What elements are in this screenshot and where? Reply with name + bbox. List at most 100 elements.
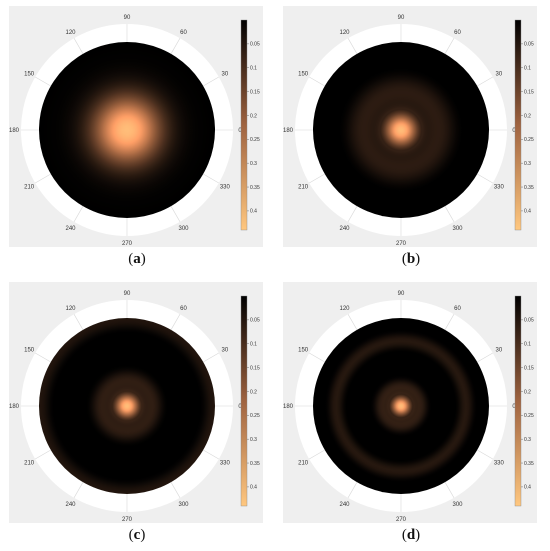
angle-gridline bbox=[73, 482, 84, 498]
angle-gridline bbox=[444, 38, 455, 54]
colorbar bbox=[514, 295, 522, 507]
caption-close-paren: ) bbox=[140, 527, 146, 543]
panel-a: 0 30 60 90 120 150 180 210 240 270 300 330 0.05 0.1 0.… bbox=[0, 0, 274, 275]
angle-label: 60 bbox=[180, 30, 187, 36]
angle-label: 60 bbox=[454, 306, 461, 312]
colorbar-tick-label: 0.05 bbox=[250, 318, 260, 324]
caption-letter: d bbox=[406, 527, 416, 543]
colorbar-tick-label: 0.15 bbox=[250, 89, 260, 95]
colorbar-tick-label: 0.3 bbox=[524, 161, 531, 167]
angle-gridline bbox=[203, 173, 219, 184]
angle-label: 240 bbox=[65, 226, 76, 232]
angle-gridline bbox=[203, 76, 219, 87]
caption-open-paren: ( bbox=[128, 251, 134, 267]
caption-open-paren: ( bbox=[128, 527, 134, 543]
panel-caption: (d) bbox=[274, 527, 548, 544]
angle-label: 270 bbox=[122, 517, 133, 523]
angle-gridline bbox=[35, 449, 51, 460]
angle-label: 90 bbox=[124, 291, 131, 297]
angle-label: 120 bbox=[65, 30, 76, 36]
angle-label: 90 bbox=[124, 15, 131, 21]
colorbar-tick-label: 0.3 bbox=[250, 161, 257, 167]
angle-gridline bbox=[309, 76, 325, 87]
colorbar-tick-label: 0.4 bbox=[524, 209, 531, 215]
angle-gridline bbox=[35, 352, 51, 363]
angle-label: 30 bbox=[222, 348, 229, 354]
panel-b: 0 30 60 90 120 150 180 210 240 270 300 330 0.05 0.1 0.… bbox=[274, 0, 548, 275]
colorbar bbox=[240, 19, 248, 231]
angle-gridline bbox=[444, 206, 455, 222]
angle-gridline bbox=[170, 206, 181, 222]
angle-label: 330 bbox=[220, 461, 231, 467]
colorbar-tick-label: 0.35 bbox=[524, 461, 534, 467]
angle-label: 60 bbox=[454, 30, 461, 36]
colorbar-tick-label: 0.35 bbox=[524, 185, 534, 191]
colorbar-tick-label: 0.25 bbox=[524, 137, 534, 143]
angle-label: 210 bbox=[24, 185, 35, 191]
angle-gridline bbox=[170, 482, 181, 498]
angle-label: 180 bbox=[283, 404, 294, 410]
angle-gridline bbox=[347, 206, 358, 222]
caption-letter: b bbox=[406, 251, 416, 267]
angle-gridline bbox=[309, 449, 325, 460]
colorbar-tick-label: 0.1 bbox=[524, 342, 531, 348]
angle-label: 0 bbox=[238, 404, 242, 410]
colorbar-tick-label: 0.25 bbox=[524, 413, 534, 419]
angle-label: 0 bbox=[238, 128, 242, 134]
caption-open-paren: ( bbox=[401, 527, 407, 543]
panel-caption: (c) bbox=[0, 527, 274, 544]
angle-gridline bbox=[347, 38, 358, 54]
angle-label: 210 bbox=[298, 185, 309, 191]
angle-label: 240 bbox=[339, 226, 350, 232]
intensity-disc bbox=[313, 42, 489, 218]
caption-close-paren: ) bbox=[415, 527, 421, 543]
angle-label: 150 bbox=[298, 72, 309, 78]
colorbar-tick-label: 0.4 bbox=[250, 485, 257, 491]
colorbar-tick-label: 0.2 bbox=[524, 389, 531, 395]
angle-gridline bbox=[35, 173, 51, 184]
polar-intensity-plot: 0 30 60 90 120 150 180 210 240 270 300 330 0.05 0.1 0.… bbox=[9, 291, 260, 523]
colorbar bbox=[514, 19, 522, 231]
angle-label: 90 bbox=[398, 15, 405, 21]
angle-label: 150 bbox=[24, 348, 35, 354]
angle-label: 270 bbox=[396, 241, 407, 247]
intensity-disc bbox=[39, 42, 215, 218]
angle-label: 0 bbox=[512, 128, 516, 134]
polar-plot-frame: 0 30 60 90 120 150 180 210 240 270 300 330 0.05 0.1 0.… bbox=[9, 6, 263, 247]
angle-gridline bbox=[203, 352, 219, 363]
angle-label: 30 bbox=[496, 72, 503, 78]
colorbar-tick-label: 0.05 bbox=[524, 42, 534, 48]
angle-label: 120 bbox=[339, 306, 350, 312]
angle-label: 180 bbox=[283, 128, 294, 134]
angle-gridline bbox=[73, 38, 84, 54]
angle-label: 210 bbox=[298, 461, 309, 467]
intensity-disc bbox=[39, 318, 215, 494]
angle-gridline bbox=[35, 76, 51, 87]
angle-label: 120 bbox=[339, 30, 350, 36]
angle-label: 90 bbox=[398, 291, 405, 297]
colorbar-tick-label: 0.15 bbox=[524, 365, 534, 371]
angle-gridline bbox=[170, 38, 181, 54]
polar-intensity-plot: 0 30 60 90 120 150 180 210 240 270 300 330 0.05 0.1 0.… bbox=[9, 15, 260, 247]
polar-plot-frame: 0 30 60 90 120 150 180 210 240 270 300 330 0.05 0.1 0.… bbox=[9, 282, 263, 523]
angle-label: 330 bbox=[494, 461, 505, 467]
colorbar-tick-label: 0.05 bbox=[250, 42, 260, 48]
panel-d: 0 30 60 90 120 150 180 210 240 270 300 330 0.05 0.1 0.… bbox=[274, 276, 548, 551]
panel-caption: (b) bbox=[274, 251, 548, 268]
colorbar-tick-label: 0.3 bbox=[250, 437, 257, 443]
caption-close-paren: ) bbox=[415, 251, 421, 267]
angle-gridline bbox=[477, 352, 493, 363]
angle-gridline bbox=[203, 449, 219, 460]
colorbar-tick-label: 0.2 bbox=[524, 113, 531, 119]
polar-plot-frame: 0 30 60 90 120 150 180 210 240 270 300 330 0.05 0.1 0.… bbox=[283, 282, 537, 523]
angle-gridline bbox=[73, 206, 84, 222]
polar-intensity-plot: 0 30 60 90 120 150 180 210 240 270 300 330 0.05 0.1 0.… bbox=[283, 291, 534, 523]
angle-label: 0 bbox=[512, 404, 516, 410]
angle-gridline bbox=[309, 173, 325, 184]
angle-label: 120 bbox=[65, 306, 76, 312]
panel-c: 0 30 60 90 120 150 180 210 240 270 300 330 0.05 0.1 0.… bbox=[0, 276, 274, 551]
caption-open-paren: ( bbox=[401, 251, 407, 267]
colorbar-tick-label: 0.1 bbox=[250, 342, 257, 348]
angle-gridline bbox=[444, 314, 455, 330]
polar-intensity-plot: 0 30 60 90 120 150 180 210 240 270 300 330 0.05 0.1 0.… bbox=[283, 15, 534, 247]
